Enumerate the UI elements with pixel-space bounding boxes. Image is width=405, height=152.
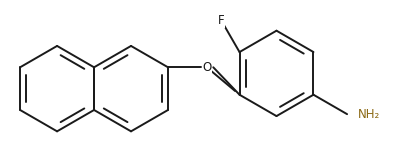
Text: NH₂: NH₂: [356, 108, 379, 121]
Text: F: F: [217, 14, 224, 27]
Text: O: O: [202, 61, 211, 74]
